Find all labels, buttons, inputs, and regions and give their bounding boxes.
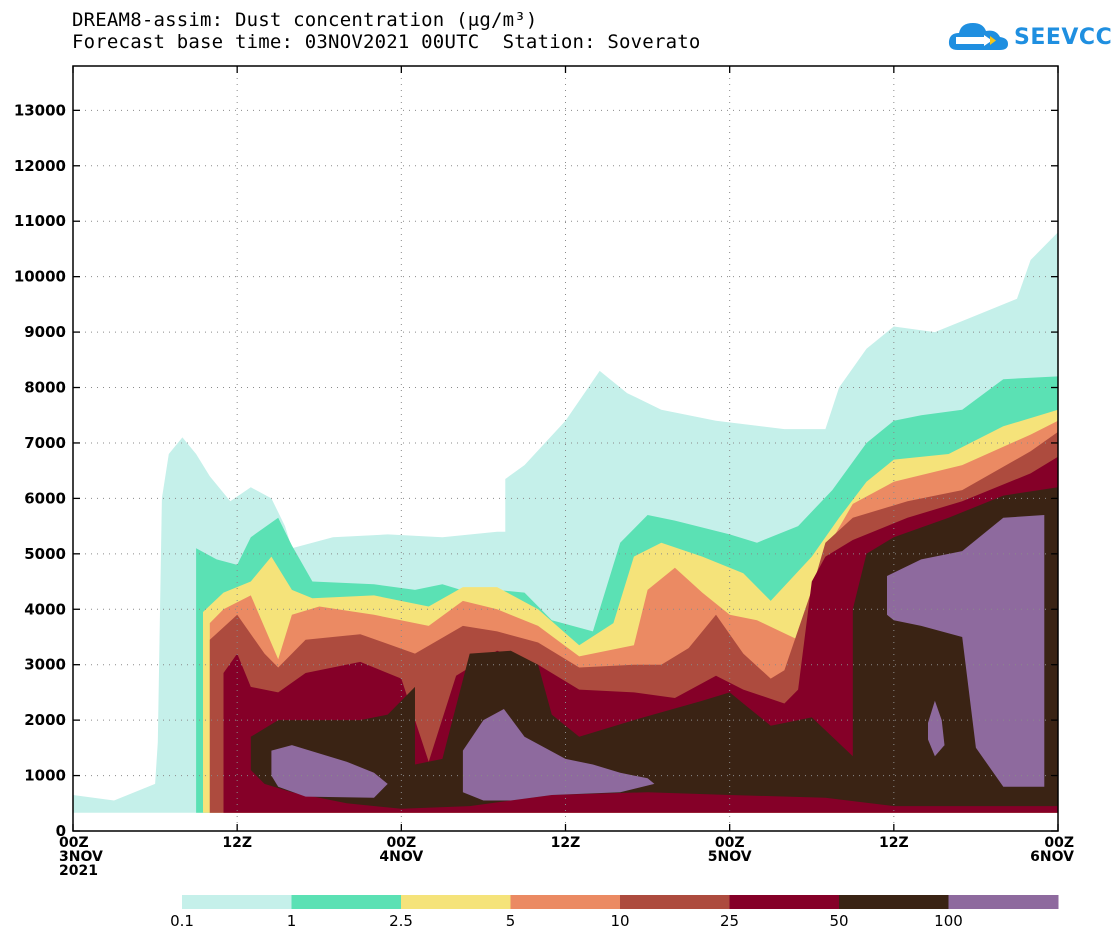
y-tick-label: 2000	[24, 711, 66, 729]
y-tick-label: 5000	[24, 545, 66, 563]
legend-swatch-2	[401, 895, 511, 909]
x-tick-label: 00Z	[59, 835, 89, 851]
y-tick-label: 9000	[24, 323, 66, 341]
seevccc-logo: SEEVCCC	[946, 16, 1112, 56]
y-tick-label: 1000	[24, 767, 66, 785]
y-tick-label: 0	[56, 822, 66, 840]
legend-label: 50	[829, 912, 848, 930]
y-tick-label: 13000	[14, 101, 66, 119]
y-tick-label: 6000	[24, 489, 66, 507]
cloud-icon	[948, 23, 1008, 50]
y-tick-label: 3000	[24, 656, 66, 674]
legend-swatch-5	[729, 895, 840, 909]
x-tick-label: 00Z	[1044, 835, 1074, 851]
contour-band-100-2	[887, 515, 1045, 787]
x-tick-label: 3NOV	[59, 849, 103, 865]
legend-label: 0.1	[170, 912, 194, 930]
legend-label: 25	[720, 912, 739, 930]
chart-subtitle: Forecast base time: 03NOV2021 00UTC Stat…	[72, 31, 701, 53]
legend-swatch-7	[948, 895, 1059, 909]
legend-label: 2.5	[389, 912, 413, 930]
legend-label: 10	[610, 912, 629, 930]
contour-band-50-0	[250, 487, 1058, 809]
y-tick-label: 8000	[24, 379, 66, 397]
x-tick-label: 12Z	[551, 835, 581, 851]
y-tick-label: 11000	[14, 212, 66, 230]
legend-swatch-1	[291, 895, 402, 909]
legend-swatch-3	[510, 895, 621, 909]
contour-band-100-0	[271, 745, 388, 798]
x-tick-label: 5NOV	[708, 849, 752, 865]
y-tick-label: 12000	[14, 157, 66, 175]
x-tick-label: 12Z	[222, 835, 252, 851]
contour-band-100-3	[928, 700, 945, 757]
legend-label: 100	[934, 912, 963, 930]
contour-band-100-1	[462, 709, 655, 801]
chart-title: DREAM8-assim: Dust concentration (μg/m³)	[72, 9, 538, 31]
y-tick-label: 4000	[24, 600, 66, 618]
x-tick-label: 00Z	[387, 835, 417, 851]
y-tick-label: 7000	[24, 434, 66, 452]
contour-band-25-0	[223, 456, 1058, 813]
logo-text: SEEVCCC	[1014, 25, 1112, 50]
contour-fills	[73, 232, 1058, 813]
color-legend: 0.1 1 2.5 5 10 25 50 100	[170, 895, 1059, 930]
x-tick-label: 4NOV	[379, 849, 423, 865]
x-tick-label: 6NOV	[1030, 849, 1074, 865]
x-tick-label: 00Z	[715, 835, 745, 851]
x-tick-label: 12Z	[879, 835, 909, 851]
legend-swatch-4	[620, 895, 730, 909]
legend-swatch-6	[839, 895, 949, 909]
y-tick-label: 10000	[14, 268, 66, 286]
y-axis: 0 1000 2000 3000 4000 5000 6000 7000 8000 9000 100…	[14, 101, 1058, 840]
legend-label: 1	[287, 912, 297, 930]
legend-swatch-0	[182, 895, 292, 909]
legend-label: 5	[506, 912, 516, 930]
grid-lines	[73, 66, 1058, 831]
x-tick-label: 2021	[59, 863, 98, 879]
